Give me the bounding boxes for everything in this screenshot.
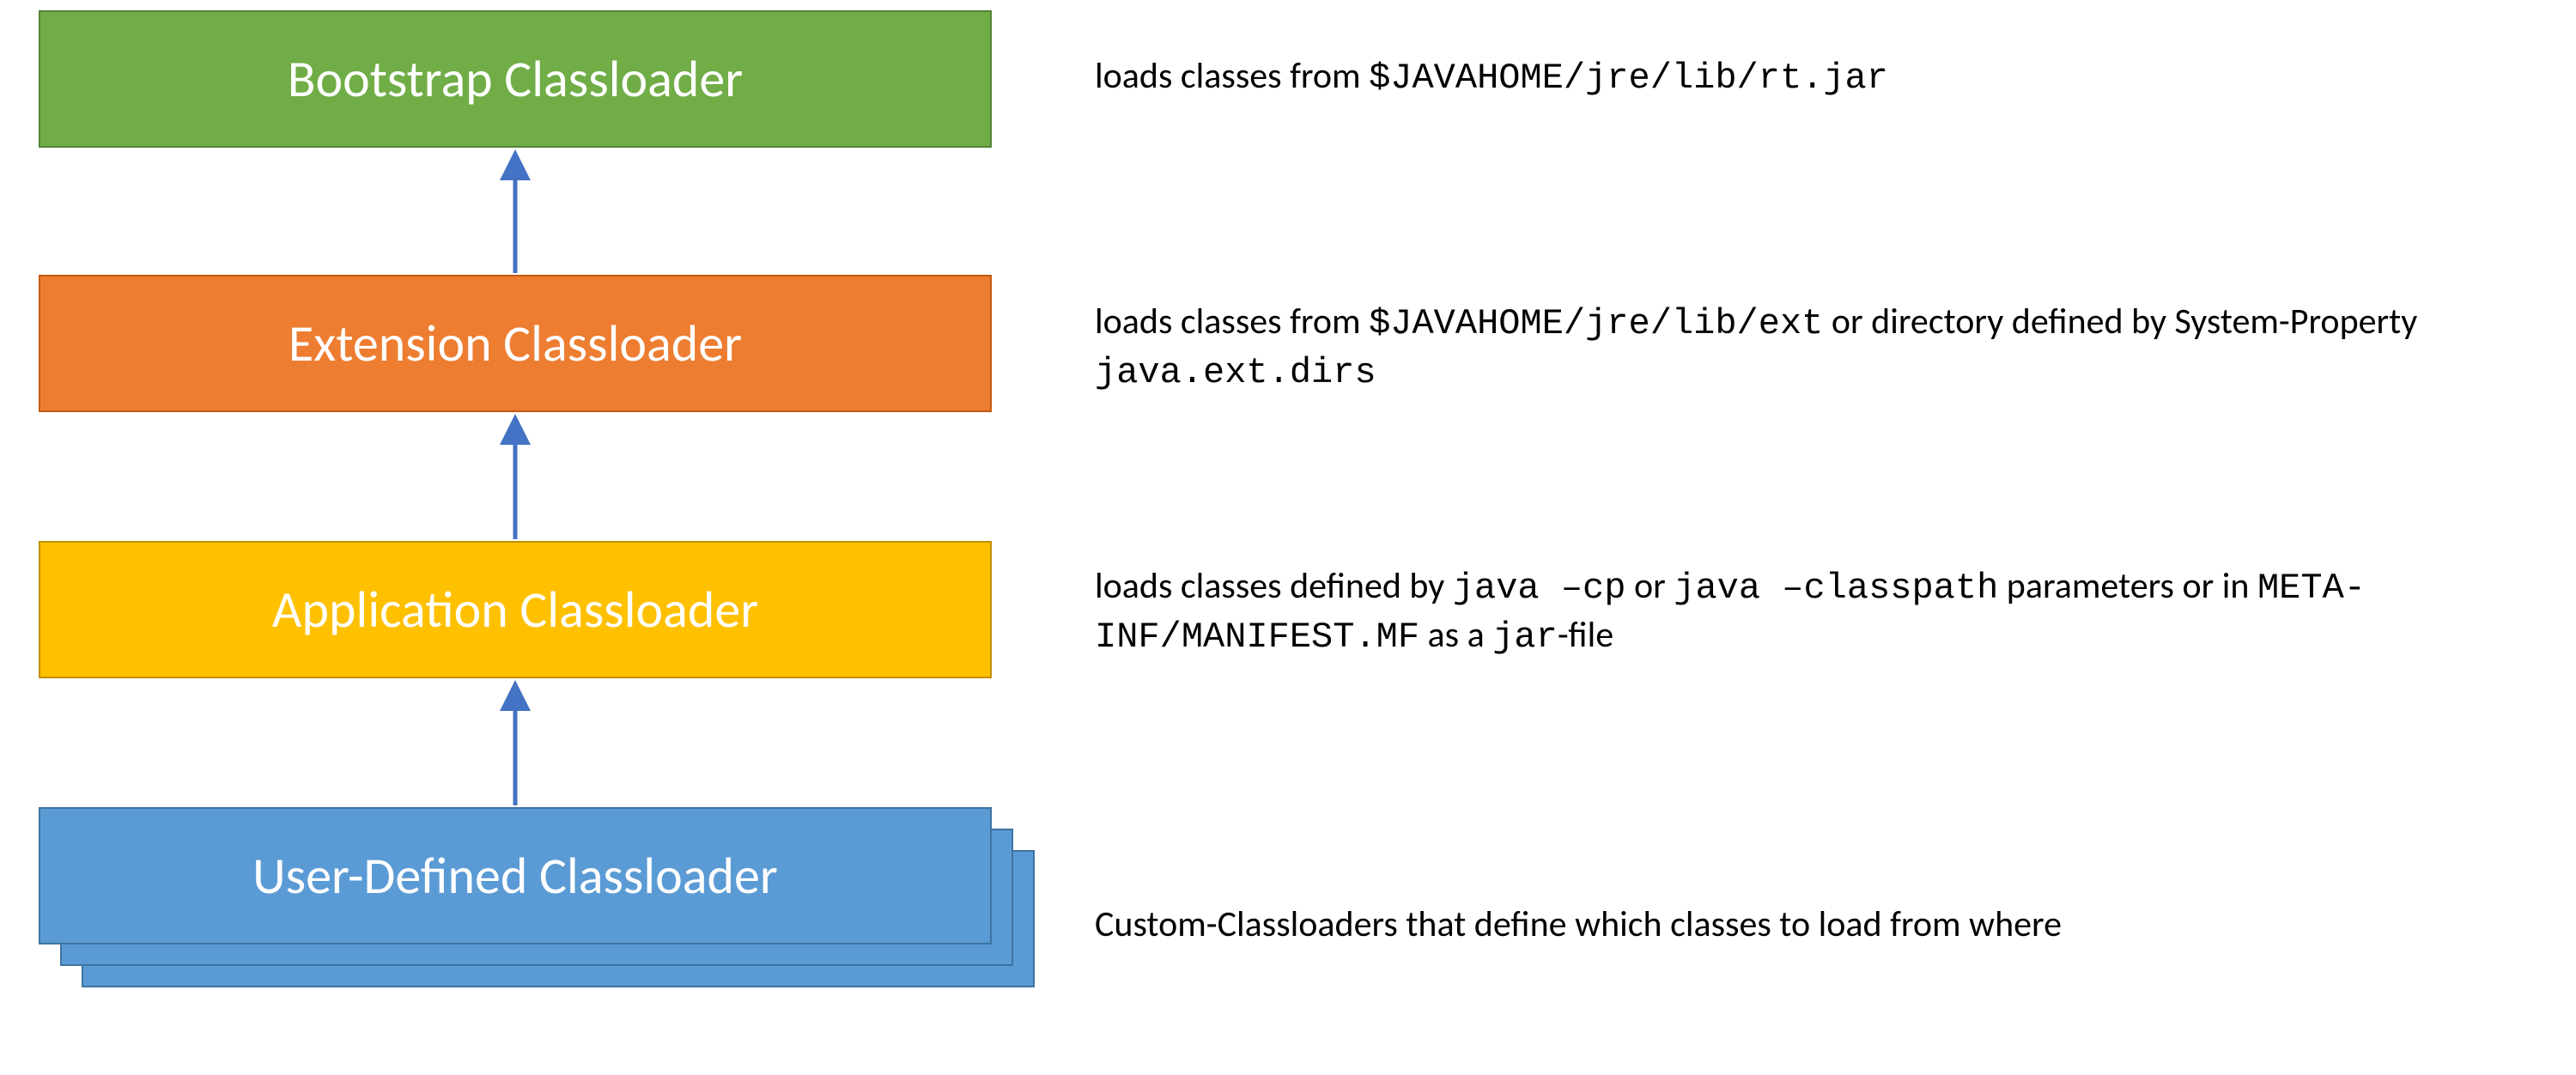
userdefined-box: User-Defined Classloader xyxy=(39,807,992,944)
bootstrap-label: Bootstrap Classloader xyxy=(288,48,743,111)
desc-segment: $JAVAHOME/jre/lib/ext xyxy=(1369,303,1823,344)
desc-segment: loads classes from xyxy=(1095,300,1369,343)
desc-segment: parameters or in xyxy=(1998,564,2257,608)
userdefined-label: User-Defined Classloader xyxy=(252,845,778,908)
userdefined-description: Custom-Classloaders that define which cl… xyxy=(1095,902,2537,949)
desc-segment: loads classes defined by xyxy=(1095,564,1453,608)
desc-segment: $JAVAHOME/jre/lib/rt.jar xyxy=(1369,58,1888,99)
extension-box: Extension Classloader xyxy=(39,275,992,412)
bootstrap-description: loads classes from $JAVAHOME/jre/lib/rt.… xyxy=(1095,53,2537,102)
desc-segment: jar xyxy=(1492,616,1558,658)
desc-segment: java –cp xyxy=(1453,568,1626,609)
application-box: Application Classloader xyxy=(39,541,992,678)
bootstrap-box: Bootstrap Classloader xyxy=(39,10,992,148)
arrow-up-icon xyxy=(491,149,539,273)
desc-segment: java –classpath xyxy=(1674,568,1998,609)
application-label: Application Classloader xyxy=(272,579,758,641)
extension-label: Extension Classloader xyxy=(289,313,742,375)
extension-description: loads classes from $JAVAHOME/jre/lib/ext… xyxy=(1095,299,2537,396)
arrow-up-icon xyxy=(491,414,539,539)
desc-segment: Custom-Classloaders that define which cl… xyxy=(1095,902,2062,946)
desc-segment: or xyxy=(1625,564,1674,608)
desc-segment: -file xyxy=(1558,613,1613,657)
desc-segment: as a xyxy=(1419,613,1492,657)
classloader-diagram: Bootstrap Classloader loads classes from … xyxy=(0,0,2576,1075)
arrow-up-icon xyxy=(491,680,539,805)
desc-segment: or directory defined by System-Property xyxy=(1823,300,2417,343)
desc-segment: java.ext.dirs xyxy=(1095,352,1376,393)
application-description: loads classes defined by java –cp or jav… xyxy=(1095,563,2537,660)
desc-segment: loads classes from xyxy=(1095,54,1369,98)
